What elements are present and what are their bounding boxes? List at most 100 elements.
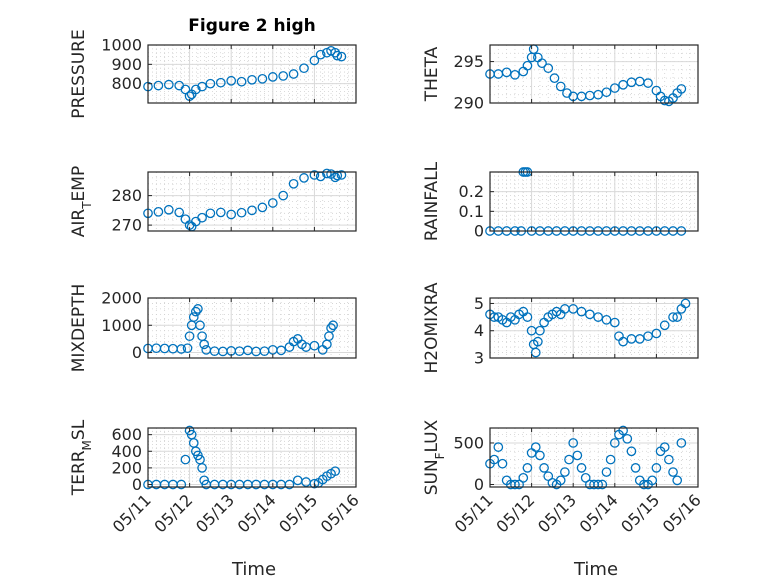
data-point <box>190 84 201 95</box>
data-point <box>643 78 653 88</box>
data-point <box>643 331 653 342</box>
y-tick-label: 0 <box>474 475 484 494</box>
y-tick-label: 0.1 <box>459 202 484 221</box>
data-point <box>267 198 278 208</box>
data-point <box>309 478 320 489</box>
data-point <box>180 84 191 95</box>
data-point <box>672 312 683 322</box>
data-point <box>159 343 170 354</box>
x-tick-label: 05/13 <box>192 490 238 536</box>
data-point <box>510 69 520 80</box>
y-axis-label: TERRMSL <box>69 419 94 496</box>
y-tick-label: 0 <box>474 222 484 241</box>
data-point <box>593 479 604 490</box>
x-axis-label: Time <box>573 559 618 580</box>
data-point <box>522 60 533 71</box>
data-point <box>555 475 566 486</box>
data-point <box>560 467 570 477</box>
data-point <box>288 178 299 189</box>
data-point <box>299 63 309 74</box>
data-point <box>539 463 549 473</box>
data-point <box>605 454 616 465</box>
data-point <box>668 312 678 322</box>
data-point <box>560 304 570 314</box>
data-point <box>176 479 187 490</box>
data-point <box>267 72 278 82</box>
axes-box <box>147 297 357 359</box>
data-point <box>215 207 226 218</box>
data-point <box>518 66 529 77</box>
data-point <box>153 206 164 217</box>
data-point <box>626 446 637 457</box>
axes-box <box>489 171 699 232</box>
data-point <box>247 74 257 85</box>
data-point <box>651 328 662 339</box>
data-point <box>328 320 338 331</box>
data-point <box>176 344 187 354</box>
data-point <box>299 173 309 183</box>
x-tick-label: 05/16 <box>659 490 705 536</box>
data-point <box>257 202 268 213</box>
data-point <box>537 58 547 69</box>
data-point <box>182 343 193 354</box>
x-tick-label: 05/13 <box>534 490 580 536</box>
data-point <box>647 475 658 486</box>
data-point <box>668 467 678 477</box>
y-axis-label: PRESSURE <box>69 29 89 118</box>
data-point <box>622 433 633 444</box>
y-tick-label: 3 <box>474 349 484 368</box>
data-point <box>493 442 504 452</box>
data-point <box>609 438 620 448</box>
data-point <box>247 205 257 216</box>
data-point <box>672 475 683 486</box>
y-tick-label: 5 <box>474 294 484 313</box>
data-point <box>309 55 320 66</box>
data-point <box>522 312 533 322</box>
data-point <box>190 306 201 317</box>
data-point <box>163 204 174 215</box>
data-point <box>332 170 343 181</box>
data-point <box>309 340 320 351</box>
data-point <box>163 79 174 90</box>
data-point <box>215 77 226 88</box>
x-tick-label: 05/14 <box>234 490 280 536</box>
y-tick-label: 200 <box>111 458 142 477</box>
axes-box <box>489 297 699 359</box>
data-point <box>205 208 216 219</box>
data-point <box>330 172 341 183</box>
axes-box <box>147 427 357 488</box>
data-point <box>601 467 612 477</box>
data-point <box>193 304 203 314</box>
subplot-rainfall: 00.10.2 <box>459 167 699 241</box>
data-point <box>336 51 347 62</box>
data-point <box>535 325 545 336</box>
axes-box <box>147 171 357 232</box>
y-axis-label: RAINFALL <box>422 161 442 241</box>
data-point <box>522 463 533 473</box>
data-point <box>518 473 529 483</box>
data-point <box>322 168 332 179</box>
y-tick-label: 4 <box>474 321 484 340</box>
data-point <box>634 334 645 344</box>
data-point <box>532 336 543 347</box>
data-point <box>555 81 566 92</box>
data-point <box>236 207 247 218</box>
y-tick-label: 295 <box>453 52 484 71</box>
x-tick-label: 05/14 <box>576 490 622 536</box>
data-point <box>532 52 543 63</box>
subplot-h2omixra: 3 4 5 <box>474 294 699 368</box>
y-tick-label: 2000 <box>101 289 142 308</box>
data-point <box>197 212 207 223</box>
y-axis-label: AIRTEMP <box>69 166 94 237</box>
data-point <box>530 347 541 358</box>
data-point <box>174 80 185 91</box>
data-point <box>539 317 549 328</box>
y-tick-label: 900 <box>111 55 142 74</box>
x-tick-label: 05/15 <box>275 490 321 536</box>
data-point <box>151 343 162 354</box>
data-point <box>680 298 691 309</box>
y-tick-label: 0.2 <box>459 182 484 201</box>
data-point <box>276 345 286 356</box>
data-point <box>576 306 587 317</box>
data-point <box>664 454 674 465</box>
